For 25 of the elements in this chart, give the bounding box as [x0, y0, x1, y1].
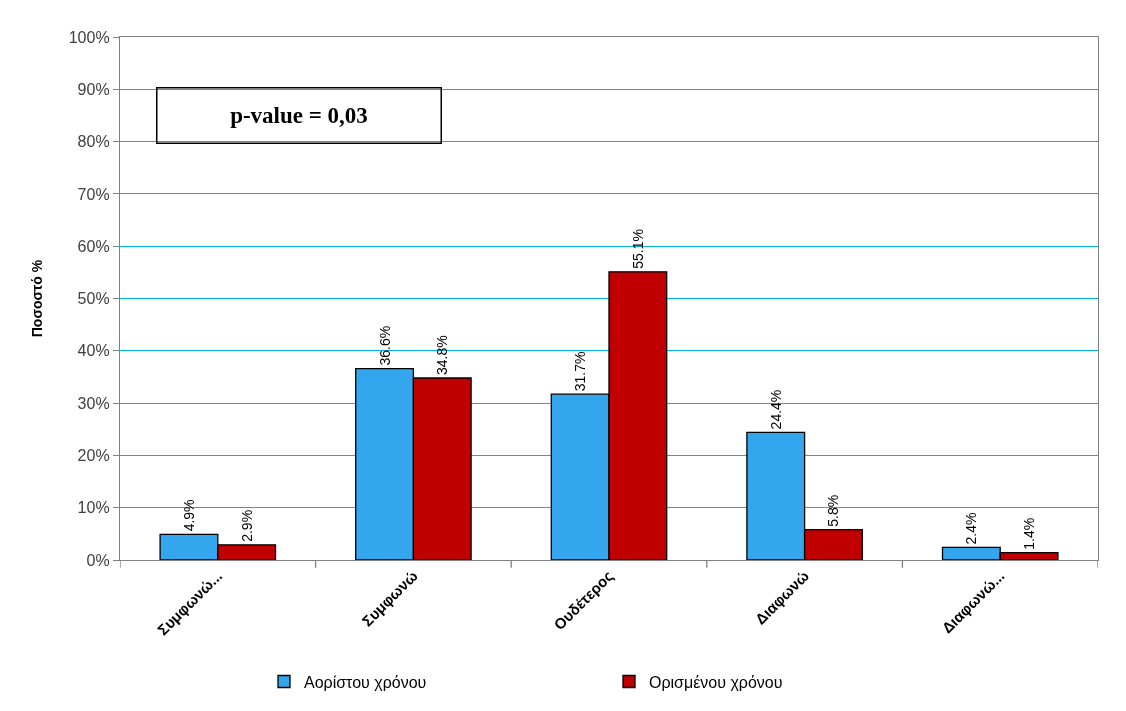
y-tick-label: 30%: [77, 394, 110, 412]
y-tick-label: 70%: [77, 185, 110, 203]
data-label: 2.9%: [238, 509, 255, 542]
annotation: p-value = 0,03: [230, 103, 368, 128]
data-label: 36.6%: [376, 325, 393, 366]
y-tick-label: 80%: [77, 133, 110, 151]
data-label: 55.1%: [629, 229, 646, 269]
data-label: 5.8%: [825, 494, 842, 527]
data-label: 1.4%: [1021, 517, 1038, 550]
legend-label: Ορισμένου χρόνου: [649, 673, 783, 691]
y-tick-label: 100%: [68, 28, 110, 46]
legend-label: Αορίστου χρόνου: [304, 673, 427, 691]
data-label: 24.4%: [767, 389, 784, 430]
y-tick-label: 40%: [77, 342, 110, 360]
y-tick-label: 50%: [77, 290, 110, 308]
data-label: 34.8%: [434, 335, 451, 375]
data-label: 2.4%: [963, 512, 980, 545]
y-tick-label: 0%: [86, 551, 110, 569]
y-axis-title: Ποσοστό %: [29, 259, 46, 338]
data-label: 4.9%: [180, 499, 197, 532]
y-tick-label: 60%: [77, 237, 110, 255]
data-label: 31.7%: [572, 351, 589, 392]
y-tick-label: 10%: [77, 499, 110, 517]
y-tick-label: 90%: [77, 80, 110, 98]
y-tick-label: 20%: [77, 447, 110, 464]
